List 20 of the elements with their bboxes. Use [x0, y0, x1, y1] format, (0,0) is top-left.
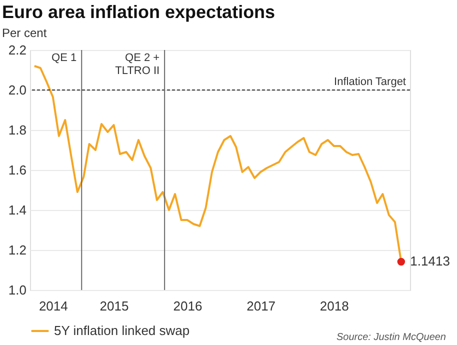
y-axis-title: Per cent: [2, 26, 48, 40]
legend-label: 5Y inflation linked swap: [54, 323, 190, 338]
ref-line-label: QE 1: [52, 52, 77, 64]
source-note: Source: Justin McQueen: [336, 332, 446, 343]
y-tick-label: 1.2: [8, 242, 26, 258]
y-tick-label: 1.6: [8, 162, 26, 178]
y-tick-label: 1.0: [8, 282, 26, 298]
y-tick-label: 2.0: [8, 82, 26, 98]
x-tick-label: 2015: [100, 298, 129, 314]
y-tick-label: 1.4: [8, 202, 26, 218]
annotation: 1.1413: [410, 254, 450, 269]
x-tick-label: 2014: [38, 298, 68, 314]
x-tick-label: 2018: [320, 298, 349, 314]
chart-title: Euro area inflation expectations: [2, 2, 276, 22]
x-tick-label: 2017: [246, 298, 276, 314]
ref-line-label: QE 2 + TLTRO II: [115, 52, 160, 77]
ref-line-label: Inflation Target: [334, 76, 406, 88]
y-tick-label: 2.2: [8, 42, 26, 58]
y-tick-label: 1.8: [8, 122, 26, 138]
x-tick-label: 2016: [173, 298, 202, 314]
